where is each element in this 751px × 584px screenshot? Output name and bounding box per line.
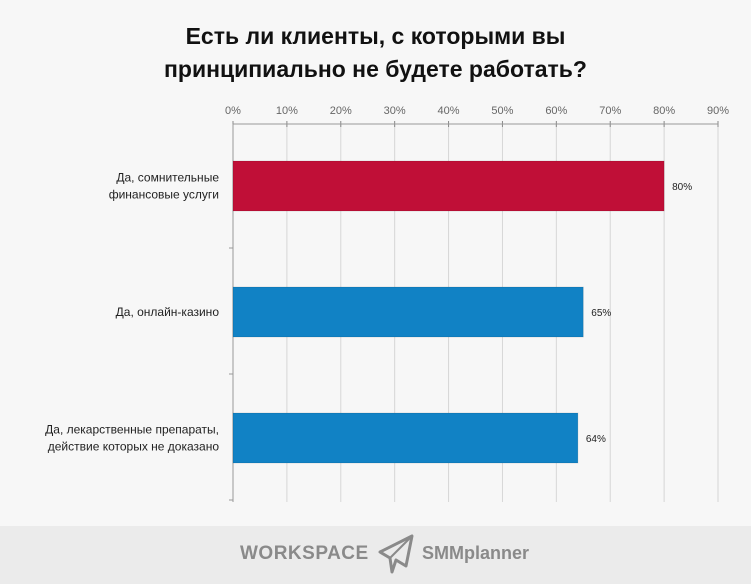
paper-plane-icon bbox=[378, 534, 414, 574]
smmplanner-logo: SMMplanner bbox=[422, 543, 530, 563]
bar bbox=[232, 160, 665, 212]
x-tick-label: 90% bbox=[707, 105, 729, 117]
x-tick-label: 70% bbox=[599, 105, 621, 117]
footer: WORKSPACE SMMplanner bbox=[0, 526, 751, 584]
chart-title: Есть ли клиенты, с которыми вы принципиа… bbox=[0, 20, 751, 86]
x-tick-label: 30% bbox=[384, 105, 406, 117]
x-tick-label: 40% bbox=[438, 105, 460, 117]
x-tick-label: 10% bbox=[276, 105, 298, 117]
x-tick-label: 50% bbox=[491, 105, 513, 117]
category-label: финансовые услуги bbox=[109, 188, 219, 202]
title-line: принципиально не будете работать? bbox=[164, 56, 587, 82]
data-label: 64% bbox=[586, 434, 606, 445]
bar bbox=[232, 412, 579, 464]
category-label: действие которых не доказано bbox=[48, 440, 220, 454]
x-tick-label: 60% bbox=[545, 105, 567, 117]
category-label: Да, сомнительные bbox=[116, 171, 219, 185]
category-label: Да, онлайн-казино bbox=[116, 305, 220, 319]
x-tick-label: 80% bbox=[653, 105, 675, 117]
x-tick-label: 0% bbox=[225, 105, 241, 117]
data-label: 65% bbox=[591, 308, 611, 319]
bar bbox=[232, 286, 584, 338]
bar-chart: 0% 10% 20% 30% 40% 50% 60% 70% 80% 90% 80% Да, сомн… bbox=[45, 105, 729, 502]
title-line: Есть ли клиенты, с которыми вы bbox=[185, 23, 566, 49]
x-tick-label: 20% bbox=[330, 105, 352, 117]
category-label: Да, лекарственные препараты, bbox=[45, 423, 219, 437]
workspace-logo: WORKSPACE bbox=[240, 543, 369, 564]
data-label: 80% bbox=[672, 182, 692, 193]
